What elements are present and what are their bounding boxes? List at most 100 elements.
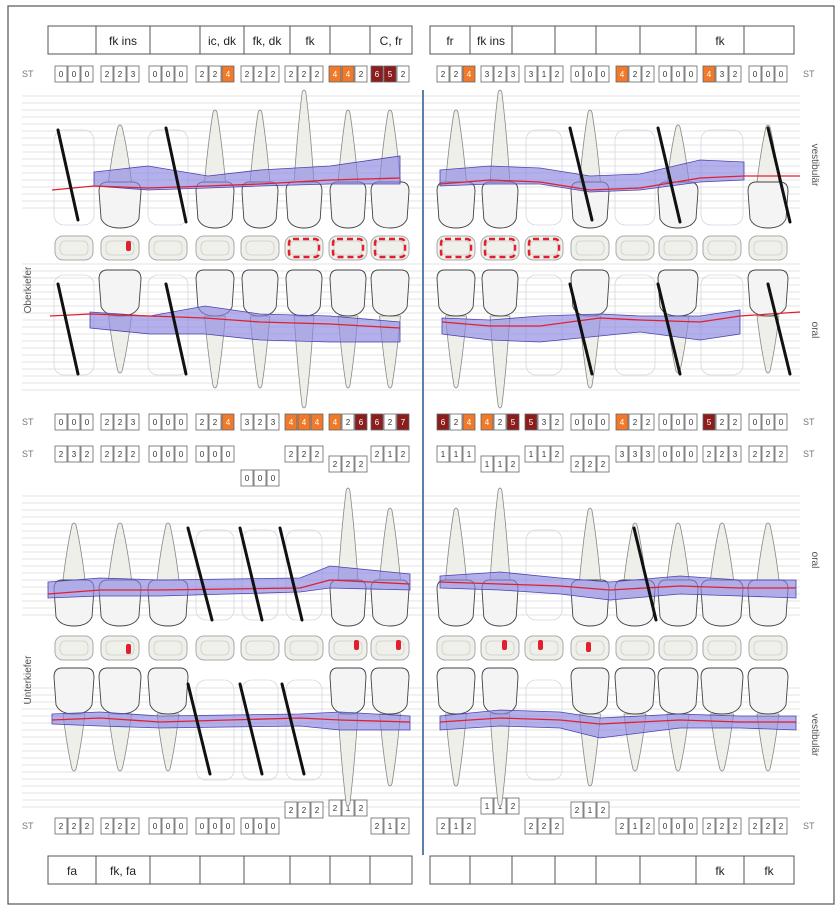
st-value: 2 (118, 70, 123, 79)
st-cell (761, 65, 775, 83)
st-value: 0 (258, 822, 263, 831)
st-cell (761, 445, 775, 463)
st-value: 2 (779, 822, 784, 831)
st-cell (328, 455, 342, 473)
st-value: 1 (542, 70, 547, 79)
st-value: 4 (226, 70, 231, 79)
st-cell (537, 65, 551, 83)
st-value: 3 (633, 450, 638, 459)
st-value: 2 (213, 418, 218, 427)
st-value: 6 (375, 418, 380, 427)
st-value: 3 (529, 70, 534, 79)
label-cell-text: fk, dk (253, 34, 283, 48)
st-cell (148, 413, 162, 431)
missing-tooth-marks (56, 126, 792, 776)
st-cell (728, 817, 742, 835)
st-cell (761, 413, 775, 431)
occlusal-surface (480, 235, 520, 261)
st-value: 2 (359, 460, 364, 469)
st-cell (310, 445, 324, 463)
gum-lower-vestibular-left-margin (51, 717, 411, 723)
label-cell-text: fk (715, 34, 725, 48)
st-cell (126, 413, 140, 431)
st-cell (658, 413, 672, 431)
st-value: 4 (620, 418, 625, 427)
st-cell (596, 801, 610, 819)
st-cell (684, 817, 698, 835)
st-value: 2 (720, 822, 725, 831)
st-value: 6 (359, 418, 364, 427)
lower-vestibular-tooth-crown (657, 667, 699, 715)
st-cell (596, 455, 610, 473)
st-value: 2 (271, 70, 276, 79)
occlusal-surface (570, 235, 610, 261)
occlusal-surface (658, 635, 698, 661)
gum-upper-oral-left-margin (49, 313, 401, 329)
st-value: 2 (59, 450, 64, 459)
occlusal-inner (200, 240, 230, 256)
st-value: 3 (131, 70, 136, 79)
lower-vestibular-tooth-crown (700, 667, 744, 715)
st-value: 2 (633, 418, 638, 427)
st-cell (641, 413, 655, 431)
st-value: 2 (441, 70, 446, 79)
st-value: 2 (542, 822, 547, 831)
occlusal-mark (126, 644, 131, 654)
st-cell (266, 817, 280, 835)
st-value: 2 (401, 822, 406, 831)
st-value: 2 (131, 450, 136, 459)
st-value: 2 (766, 450, 771, 459)
st-cell (480, 797, 494, 815)
st-cell (570, 65, 584, 83)
st-value: 2 (200, 418, 205, 427)
label-cell-text: ic, dk (208, 34, 237, 48)
occlusal-surface (658, 235, 698, 261)
st-cell (537, 413, 551, 431)
st-cell (370, 65, 384, 83)
upper-vestibular-tooth-crown (195, 181, 235, 229)
st-cell (383, 817, 397, 835)
st-cell (297, 413, 311, 431)
missing-tooth-outline (285, 679, 323, 781)
occlusal-inner (153, 240, 183, 256)
occlusal-surface (702, 235, 742, 261)
st-cell (449, 65, 463, 83)
st-cell (113, 413, 127, 431)
st-cell (354, 65, 368, 83)
st-value: 3 (271, 418, 276, 427)
st-value: 0 (663, 70, 668, 79)
upper-vestibular-tooth-root (445, 109, 467, 183)
st-cell (396, 445, 410, 463)
st-cell (266, 413, 280, 431)
st-cell (396, 817, 410, 835)
st-cell (570, 455, 584, 473)
st-value: 2 (85, 822, 90, 831)
lower-oral-tooth-root (445, 507, 467, 581)
st-cell (671, 445, 685, 463)
st-cell (80, 65, 94, 83)
upper-vestibular-tooth-crown (481, 181, 519, 229)
missing-tooth-strike (632, 526, 658, 622)
st-cell (396, 65, 410, 83)
st-value: 4 (226, 418, 231, 427)
bottom-label-row: fa fk, fa fk fk (47, 855, 795, 885)
missing-tooth-strike (186, 526, 214, 622)
st-value: 2 (401, 450, 406, 459)
st-cell (774, 817, 788, 835)
st-value: 3 (542, 418, 547, 427)
st-value: 2 (302, 450, 307, 459)
st-cell (208, 65, 222, 83)
occlusal-mark (354, 640, 359, 650)
st-cell (715, 413, 729, 431)
st-value: 0 (72, 70, 77, 79)
st-value: 0 (766, 70, 771, 79)
st-cell (67, 817, 81, 835)
st-cell (774, 413, 788, 431)
occlusal-surface (702, 635, 742, 661)
st-value: 2 (646, 822, 651, 831)
st-value: 0 (226, 450, 231, 459)
lower-oral-tooth-root (107, 522, 133, 581)
st-cell (54, 817, 68, 835)
st-cell (253, 469, 267, 487)
occlusal-inner (620, 240, 650, 256)
